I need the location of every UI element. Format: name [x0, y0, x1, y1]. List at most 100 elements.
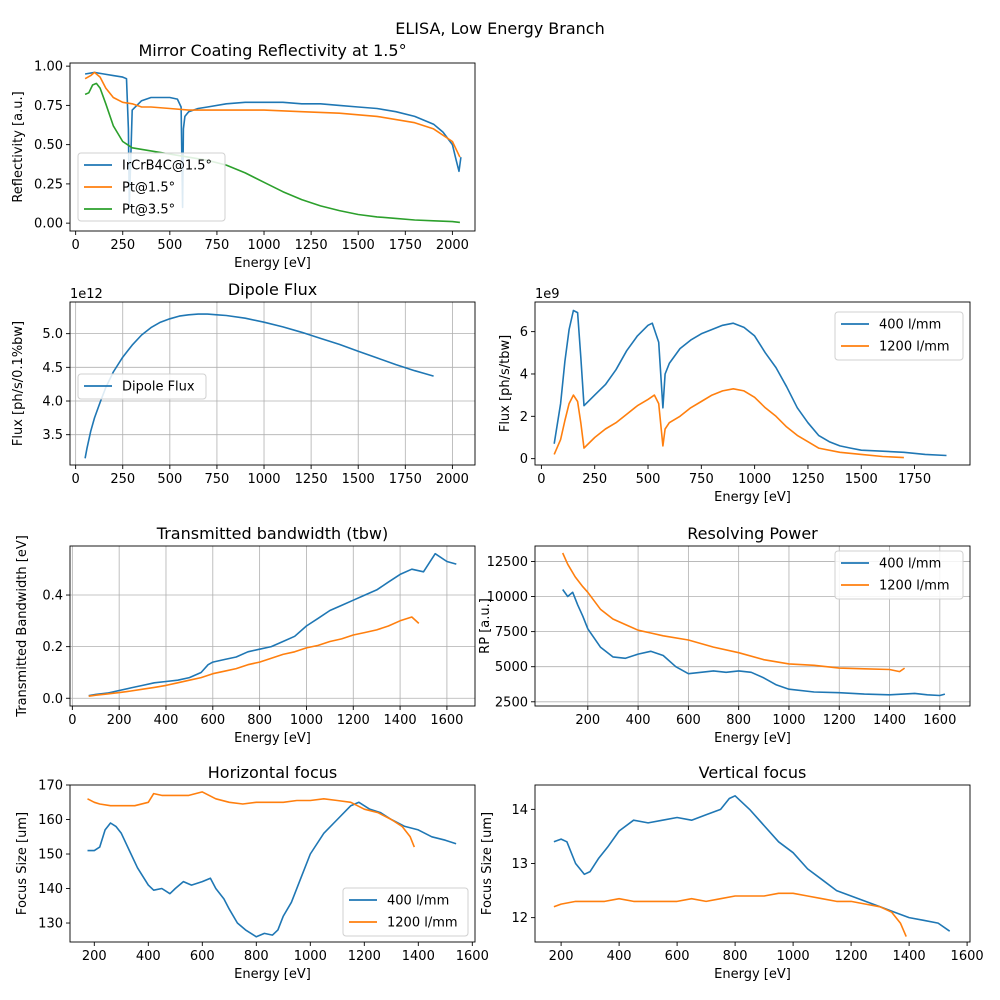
x-tick-label: 750	[689, 472, 714, 487]
x-axis-label: Energy [eV]	[234, 256, 311, 271]
series-line-hfocus-0	[87, 801, 457, 938]
x-tick-label: 1600	[430, 713, 463, 728]
x-tick-label: 0	[72, 238, 80, 253]
y-tick-label: 0	[520, 452, 528, 467]
x-tick-label: 600	[676, 713, 701, 728]
x-tick-label: 1200	[823, 713, 856, 728]
series-line-vfocus-0	[553, 794, 951, 932]
y-tick-label: 14	[511, 803, 528, 818]
y-tick-label: 5.0	[42, 327, 63, 342]
legend: 400 l/mm 1200 l/mm	[834, 311, 964, 361]
y-tick-label: 6	[520, 325, 528, 340]
y-tick-label: 130	[38, 917, 63, 932]
x-axis-label: Energy [eV]	[714, 490, 791, 505]
axes-frame	[69, 784, 476, 943]
legend-entry-label: Pt@1.5°	[122, 181, 175, 196]
x-tick-label: 1200	[835, 949, 868, 964]
legend-entry-label: 1200 l/mm	[879, 340, 950, 355]
x-tick-label: 1000	[738, 472, 771, 487]
y-tick-label: 160	[38, 813, 63, 828]
axes-frame	[69, 301, 476, 466]
y-tick-label: 0.00	[34, 217, 63, 232]
legend: Dipole Flux	[77, 373, 207, 400]
x-tick-label: 1250	[295, 472, 328, 487]
panel-title: Mirror Coating Reflectivity at 1.5°	[138, 41, 406, 60]
series-line-flux_grating-1	[553, 387, 904, 459]
x-tick-label: 1400	[384, 713, 417, 728]
x-tick-label: 1000	[290, 713, 323, 728]
y-tick-label: 0.0	[42, 692, 63, 707]
panel-bandwidth: 0 200 400 600 800 1000 1200 1400 1600 0.0 0.2 0.4 Tr…	[15, 524, 476, 746]
x-tick-label: 400	[626, 713, 651, 728]
x-tick-label: 1200	[348, 949, 381, 964]
y-tick-label: 4	[520, 367, 528, 382]
series-line-reflectivity-1	[84, 71, 461, 158]
y-axis-label: RP [a.u.]	[478, 598, 493, 654]
axes-frame	[534, 545, 971, 707]
x-tick-label: 600	[190, 949, 215, 964]
panel-resolving: 200 400 600 800 1000 1200 1400 1600 2500 5000 7500…	[478, 524, 971, 746]
y-tick-label: 12500	[487, 555, 528, 570]
panel-title: Resolving Power	[687, 524, 818, 543]
x-axis-label: Energy [eV]	[234, 967, 311, 982]
x-tick-label: 800	[726, 713, 751, 728]
x-tick-label: 750	[205, 472, 230, 487]
legend-entry-label: Pt@3.5°	[122, 203, 175, 218]
y-tick-label: 0.4	[42, 589, 63, 604]
legend-entry-label: 400 l/mm	[879, 557, 941, 572]
panel-dipole: 0 250 500 750 1000 1250 1500 1750 2000 3.5 4.0 4.5 5…	[11, 280, 476, 487]
y-tick-label: 1.00	[34, 60, 63, 75]
series-line-vfocus-1	[553, 892, 907, 937]
x-tick-label: 500	[157, 238, 182, 253]
x-tick-label: 1500	[342, 238, 375, 253]
series-line-hfocus-1	[87, 791, 416, 848]
x-tick-label: 250	[110, 238, 135, 253]
y-tick-label: 0.75	[34, 99, 63, 114]
y-tick-label: 0.50	[34, 138, 63, 153]
x-tick-label: 2000	[436, 472, 469, 487]
y-tick-label: 170	[38, 779, 63, 794]
axes-frame	[534, 301, 971, 466]
series-line-resolving-0	[562, 589, 946, 697]
y-tick-label: 150	[38, 848, 63, 863]
x-tick-label: 1500	[845, 472, 878, 487]
x-tick-label: 600	[665, 949, 690, 964]
panel-vfocus: 200 400 600 800 1000 1200 1400 1600 12 13 14 Vertic…	[480, 763, 984, 982]
x-tick-label: 1000	[294, 949, 327, 964]
x-axis-label: Energy [eV]	[234, 731, 311, 746]
x-tick-label: 750	[205, 238, 230, 253]
x-tick-label: 1400	[873, 713, 906, 728]
figure-suptitle: ELISA, Low Energy Branch	[395, 19, 604, 38]
panel-title: Dipole Flux	[228, 280, 317, 299]
x-tick-label: 1250	[791, 472, 824, 487]
x-tick-label: 1600	[951, 949, 984, 964]
y-tick-label: 13	[511, 857, 528, 872]
x-tick-label: 800	[247, 713, 272, 728]
y-tick-label: 2	[520, 410, 528, 425]
x-tick-label: 1200	[337, 713, 370, 728]
axes-frame	[69, 62, 476, 232]
x-tick-label: 1600	[923, 713, 956, 728]
series-line-bandwidth-0	[88, 552, 457, 697]
legend-entry-label: IrCrB4C@1.5°	[122, 159, 212, 174]
x-tick-label: 1750	[898, 472, 931, 487]
legend-entry-label: 400 l/mm	[879, 318, 941, 333]
legend-frame	[77, 373, 207, 400]
y-tick-label: 12	[511, 911, 528, 926]
series-line-bandwidth-1	[88, 616, 420, 697]
x-tick-label: 0	[68, 713, 76, 728]
x-tick-label: 1750	[389, 472, 422, 487]
x-axis-label: Energy [eV]	[714, 967, 791, 982]
x-axis-label: Energy [eV]	[714, 731, 791, 746]
y-tick-label: 10000	[487, 590, 528, 605]
y-axis-label: Transmitted Bandwidth [eV]	[15, 535, 30, 718]
y-tick-label: 0.25	[34, 177, 63, 192]
legend: 400 l/mm 1200 l/mm	[342, 887, 469, 937]
x-tick-label: 600	[200, 713, 225, 728]
series-line-resolving-1	[561, 552, 906, 673]
x-tick-label: 1000	[777, 949, 810, 964]
x-tick-label: 800	[244, 949, 269, 964]
y-axis-label: Reflectivity [a.u.]	[11, 91, 26, 202]
x-tick-label: 1400	[402, 949, 435, 964]
x-tick-label: 200	[575, 713, 600, 728]
